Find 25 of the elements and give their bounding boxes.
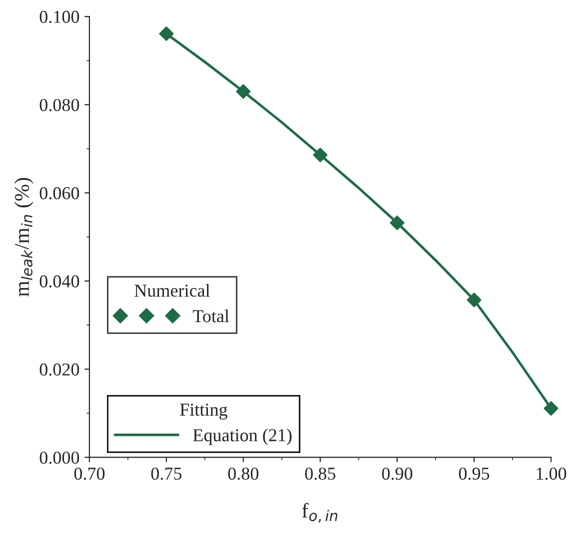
point xyxy=(312,148,328,162)
y-tick-label: 0.060 xyxy=(40,187,80,200)
point xyxy=(159,26,174,42)
point xyxy=(544,401,558,416)
y-tick-label: 0.080 xyxy=(40,98,80,112)
point xyxy=(466,292,482,308)
y-axis-title: m$_{leak}$/m$_{in}$ (%) xyxy=(14,178,34,296)
y-tick-label: 0.000 xyxy=(40,452,80,464)
text: Numerical xyxy=(134,284,210,297)
point xyxy=(236,84,251,99)
legend-label: Total xyxy=(192,310,230,322)
text: Fitting xyxy=(180,404,228,420)
x-tick-label: 0.75 xyxy=(151,468,182,480)
point xyxy=(390,216,404,230)
x-tick-label: 0.90 xyxy=(382,468,412,480)
x-tick-label: 1.00 xyxy=(536,468,566,480)
x-tick-label: 0.95 xyxy=(458,468,490,480)
y-tick-label: 0.040 xyxy=(40,275,80,288)
x-tick-label: 0.80 xyxy=(228,468,258,480)
y-tick-label: 0.100 xyxy=(40,10,80,24)
y-tick-label: 0.020 xyxy=(40,363,80,376)
x-tick-label: 0.70 xyxy=(74,468,105,480)
x-axis-title: f$_{o,in}$ xyxy=(302,502,338,523)
x-tick-label: 0.85 xyxy=(305,468,336,480)
legend-label: Equation (21) xyxy=(193,428,292,445)
